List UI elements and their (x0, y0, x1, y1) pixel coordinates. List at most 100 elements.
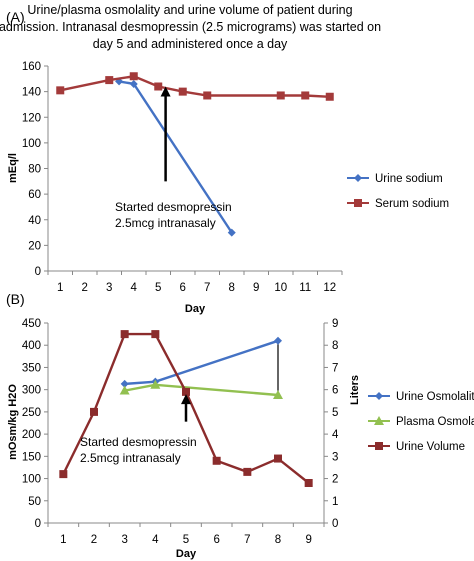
x-tick-label: 6 (213, 534, 219, 546)
data-point (105, 76, 114, 85)
annotation-text: 2.5mcg intranasaly (80, 451, 181, 465)
legend-label: Urine Osmolality (396, 391, 474, 403)
x-tick-label: 7 (204, 282, 210, 294)
data-point (129, 79, 138, 88)
y-tick-label: 0 (35, 518, 41, 530)
y-axis-label: mEq/l (7, 153, 19, 183)
data-point (203, 91, 212, 100)
legend-label: Plasma Osmolality (396, 416, 474, 428)
panel-b: (B) 0 50 100 150 200 250 300 350 400 450 0 1 2 3 4 5 6 7 8 9… (6, 291, 474, 560)
y-tick-label: 160 (22, 61, 41, 73)
y-tick-label: 100 (22, 474, 41, 486)
legend: Urine sodium Serum sodium (347, 173, 449, 210)
x-tick-label: 3 (106, 282, 112, 294)
data-point (154, 82, 163, 91)
x-tick-label: 2 (82, 282, 88, 294)
y-tick-labels: 0 50 100 150 200 250 300 350 400 450 (22, 318, 48, 530)
annotation-text: Started desmopressin (80, 435, 197, 449)
data-point (227, 228, 236, 237)
legend-label: Urine sodium (375, 173, 443, 185)
x-tick-label: 6 (180, 282, 186, 294)
y-tick-label: 350 (22, 362, 41, 374)
annotation-text: 2.5mcg intranasaly (115, 216, 216, 230)
data-point (273, 390, 283, 399)
y2-tick-label: 0 (332, 518, 338, 530)
data-point (151, 330, 160, 339)
panel-label: (A) (6, 9, 25, 25)
y2-tick-label: 5 (332, 407, 338, 419)
y-tick-label: 40 (28, 215, 41, 227)
y2-tick-label: 8 (332, 340, 338, 352)
legend-item: Urine Osmolality (368, 391, 474, 403)
series-urine-volume (59, 330, 313, 487)
y-tick-label: 300 (22, 385, 41, 397)
data-point (182, 387, 190, 396)
legend-item: Urine sodium (347, 173, 443, 185)
legend-swatch-marker (374, 416, 384, 425)
legend-item: Serum sodium (347, 198, 449, 210)
series-serum-sodium (56, 72, 334, 101)
legend-swatch-marker (354, 199, 362, 207)
x-tick-label: 5 (155, 282, 161, 294)
series-urine-osmolality (120, 336, 282, 388)
y2-tick-label: 9 (332, 318, 338, 330)
x-tick-label: 3 (121, 534, 127, 546)
y2-tick-label: 2 (332, 474, 338, 486)
legend-label: Urine Volume (396, 441, 465, 453)
series-line (124, 339, 279, 386)
x-tick-label: 9 (253, 282, 259, 294)
y-tick-label: 400 (22, 340, 41, 352)
annotation: Started desmopressin 2.5mcg intranasaly (115, 86, 232, 230)
x-tick-labels: 1 2 3 4 5 6 7 8 9 10 11 12 (47, 271, 343, 294)
data-point (119, 385, 130, 395)
y2-tick-labels: 0 1 2 3 4 5 6 7 8 9 (324, 318, 339, 530)
data-point (274, 336, 282, 345)
x-axis-label: Day (176, 548, 197, 560)
y2-tick-label: 4 (332, 429, 339, 441)
y-tick-label: 0 (35, 266, 41, 278)
y2-axis-label: Liters (349, 375, 361, 405)
data-point (325, 92, 334, 101)
title-line-3: day 5 and administered once a day (93, 37, 288, 51)
x-axis-label: Day (185, 303, 206, 315)
x-tick-labels: 1 2 3 4 5 6 7 8 9 (47, 523, 325, 546)
data-point (212, 456, 221, 465)
legend-swatch-marker (354, 174, 362, 182)
x-tick-label: 4 (152, 534, 159, 546)
data-point (129, 72, 138, 81)
legend-item: Urine Volume (368, 441, 465, 453)
y2-tick-label: 1 (332, 496, 338, 508)
panel-label: (B) (6, 291, 25, 307)
x-tick-label: 2 (91, 534, 97, 546)
x-tick-label: 8 (229, 282, 235, 294)
series-line (60, 75, 330, 98)
data-point (301, 91, 310, 100)
y-tick-label: 150 (22, 451, 41, 463)
series-plasma-osmolality (119, 379, 283, 399)
annotation-arrow-head (181, 394, 191, 405)
x-tick-label: 12 (323, 282, 336, 294)
annotation-text: Started desmopressin (115, 200, 232, 214)
y-tick-label: 200 (22, 429, 41, 441)
y-tick-label: 250 (22, 407, 41, 419)
y2-tick-label: 3 (332, 451, 338, 463)
y-tick-labels: 0 20 40 60 80 100 120 140 160 (22, 61, 48, 278)
data-point (120, 330, 129, 339)
data-point (178, 87, 187, 96)
x-tick-label: 7 (244, 534, 250, 546)
legend-swatch-marker (375, 442, 383, 450)
x-tick-label: 5 (183, 534, 189, 546)
y2-tick-label: 6 (332, 385, 338, 397)
x-tick-label: 4 (131, 282, 138, 294)
y-tick-label: 50 (28, 496, 41, 508)
annotation: Started desmopressin 2.5mcg intranasaly (80, 394, 197, 465)
y-tick-label: 100 (22, 138, 41, 150)
annotation-arrow-head (160, 86, 171, 97)
y-tick-label: 80 (28, 164, 41, 176)
legend: Urine Osmolality Plasma Osmolality Urine V… (368, 391, 474, 453)
x-tick-label: 9 (305, 534, 311, 546)
data-point (59, 470, 68, 479)
data-point (243, 467, 252, 476)
y2-tick-label: 7 (332, 362, 338, 374)
